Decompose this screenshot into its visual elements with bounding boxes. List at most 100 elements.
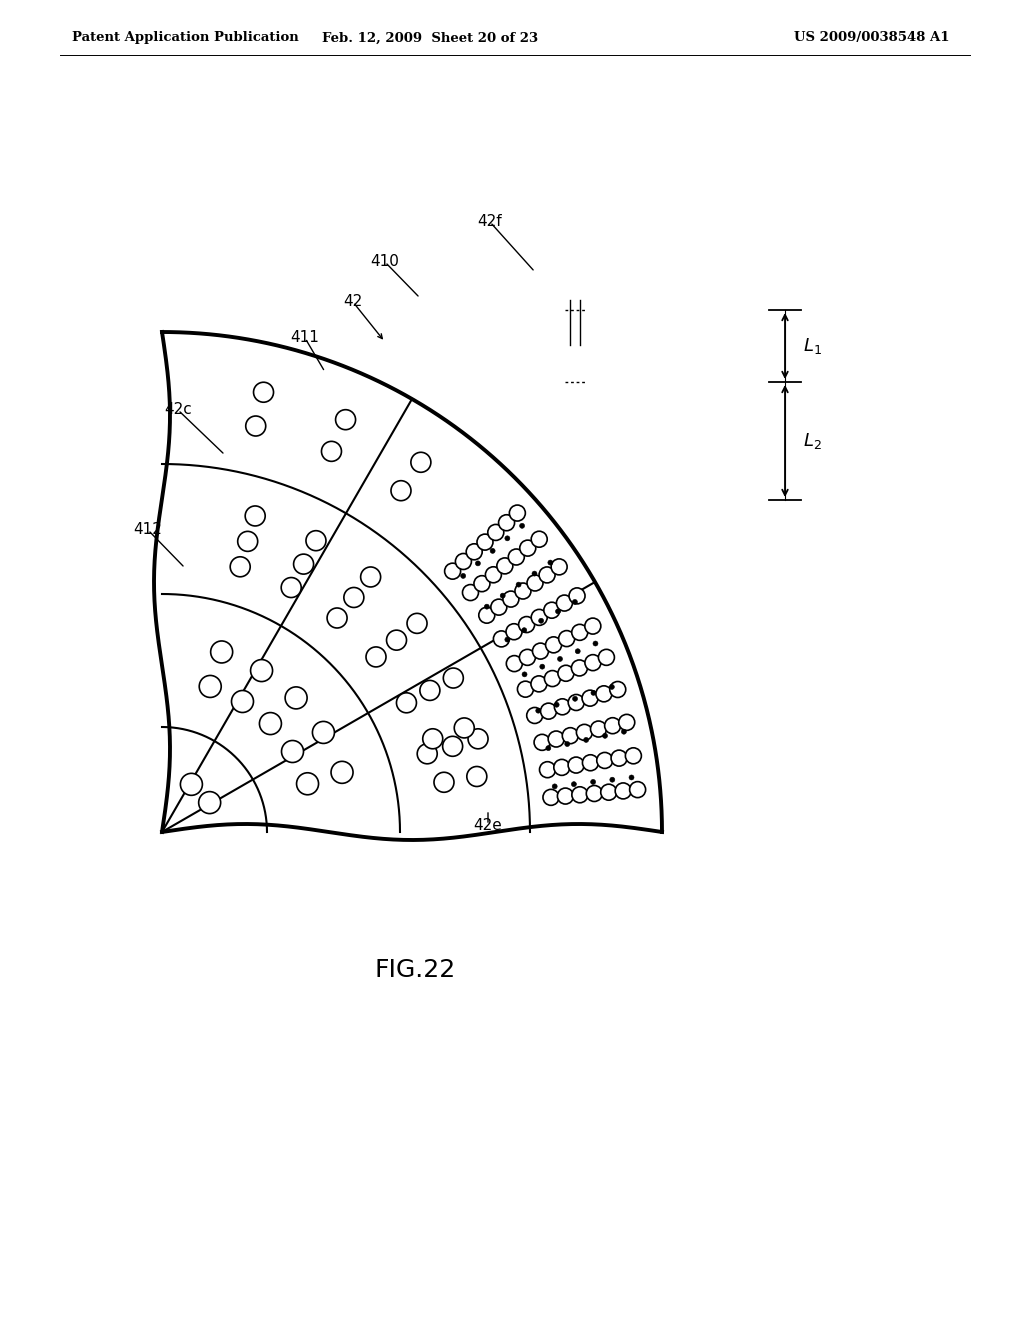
Circle shape — [535, 734, 550, 750]
Circle shape — [411, 453, 431, 473]
Circle shape — [556, 595, 572, 611]
Circle shape — [420, 680, 440, 701]
Circle shape — [532, 572, 537, 576]
Circle shape — [585, 655, 601, 671]
Circle shape — [245, 506, 265, 525]
Circle shape — [629, 775, 634, 780]
Circle shape — [585, 618, 601, 634]
Circle shape — [591, 690, 596, 696]
Circle shape — [211, 642, 232, 663]
Circle shape — [312, 722, 335, 743]
Circle shape — [297, 772, 318, 795]
Circle shape — [609, 684, 614, 689]
Circle shape — [539, 618, 544, 623]
Circle shape — [519, 649, 536, 665]
Circle shape — [200, 676, 221, 697]
Circle shape — [571, 787, 588, 803]
Text: 42c: 42c — [164, 403, 191, 417]
Circle shape — [484, 605, 489, 609]
Text: 42f: 42f — [477, 214, 503, 230]
Circle shape — [444, 564, 461, 579]
Circle shape — [609, 681, 626, 697]
Circle shape — [336, 409, 355, 430]
Circle shape — [596, 686, 612, 702]
Circle shape — [531, 531, 547, 548]
Circle shape — [487, 524, 504, 540]
Circle shape — [540, 762, 555, 777]
Circle shape — [539, 566, 555, 583]
Circle shape — [548, 731, 564, 747]
Circle shape — [456, 553, 471, 569]
Circle shape — [562, 727, 579, 743]
Circle shape — [593, 642, 598, 645]
Circle shape — [254, 383, 273, 403]
Circle shape — [591, 721, 606, 737]
Circle shape — [544, 602, 560, 618]
Circle shape — [532, 643, 549, 659]
Text: 412: 412 — [133, 523, 163, 537]
Circle shape — [327, 609, 347, 628]
Circle shape — [282, 741, 303, 763]
Text: 42e: 42e — [474, 817, 503, 833]
Circle shape — [294, 554, 313, 574]
Circle shape — [587, 785, 602, 801]
Circle shape — [522, 628, 526, 632]
Circle shape — [598, 649, 614, 665]
Circle shape — [530, 676, 547, 692]
Text: US 2009/0038548 A1: US 2009/0038548 A1 — [795, 32, 950, 45]
Circle shape — [455, 718, 474, 738]
Circle shape — [568, 758, 584, 774]
Circle shape — [604, 718, 621, 734]
Circle shape — [490, 548, 496, 553]
Circle shape — [569, 587, 585, 603]
Circle shape — [407, 614, 427, 634]
Circle shape — [551, 558, 567, 576]
Circle shape — [540, 664, 545, 669]
Circle shape — [199, 792, 220, 813]
Text: 411: 411 — [291, 330, 319, 346]
Circle shape — [611, 750, 627, 766]
Circle shape — [505, 536, 510, 541]
Circle shape — [500, 593, 505, 598]
Circle shape — [601, 784, 616, 800]
Circle shape — [285, 686, 307, 709]
Circle shape — [344, 587, 364, 607]
Circle shape — [477, 535, 493, 550]
Circle shape — [543, 789, 559, 805]
Circle shape — [591, 779, 596, 784]
Circle shape — [479, 607, 495, 623]
Circle shape — [463, 585, 478, 601]
Circle shape — [516, 582, 521, 587]
Circle shape — [610, 777, 614, 783]
Circle shape — [558, 665, 573, 681]
Circle shape — [442, 737, 463, 756]
Text: Feb. 12, 2009  Sheet 20 of 23: Feb. 12, 2009 Sheet 20 of 23 — [322, 32, 538, 45]
Circle shape — [518, 616, 535, 632]
Circle shape — [461, 573, 466, 578]
Circle shape — [180, 774, 203, 796]
Circle shape — [548, 560, 553, 565]
Circle shape — [490, 599, 507, 615]
Circle shape — [527, 576, 543, 591]
Circle shape — [572, 599, 578, 605]
Circle shape — [584, 738, 589, 742]
Circle shape — [546, 746, 551, 751]
Circle shape — [505, 638, 510, 642]
Circle shape — [597, 752, 612, 768]
Circle shape — [466, 544, 482, 560]
Circle shape — [517, 681, 534, 697]
Circle shape — [557, 656, 562, 661]
Circle shape — [618, 714, 635, 730]
Circle shape — [417, 743, 437, 764]
Circle shape — [557, 788, 573, 804]
Circle shape — [536, 708, 541, 713]
Circle shape — [554, 759, 569, 775]
Circle shape — [506, 656, 522, 672]
Text: $L_2$: $L_2$ — [803, 432, 822, 451]
Circle shape — [238, 532, 258, 552]
Circle shape — [564, 742, 569, 747]
Text: Patent Application Publication: Patent Application Publication — [72, 32, 299, 45]
Circle shape — [423, 729, 442, 748]
Circle shape — [434, 772, 454, 792]
Circle shape — [630, 781, 645, 797]
